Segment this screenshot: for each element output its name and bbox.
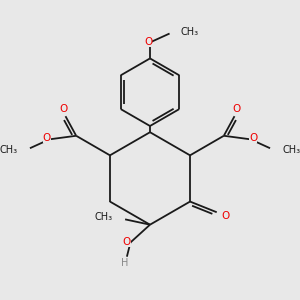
Text: CH₃: CH₃	[0, 145, 17, 155]
Text: O: O	[249, 134, 257, 143]
Text: H: H	[122, 258, 129, 268]
Text: O: O	[144, 37, 152, 46]
Text: CH₃: CH₃	[94, 212, 113, 222]
Text: O: O	[221, 211, 230, 221]
Text: O: O	[123, 237, 131, 247]
Text: O: O	[60, 104, 68, 114]
Text: O: O	[43, 134, 51, 143]
Text: CH₃: CH₃	[283, 145, 300, 155]
Text: O: O	[232, 104, 240, 114]
Text: CH₃: CH₃	[180, 27, 198, 37]
